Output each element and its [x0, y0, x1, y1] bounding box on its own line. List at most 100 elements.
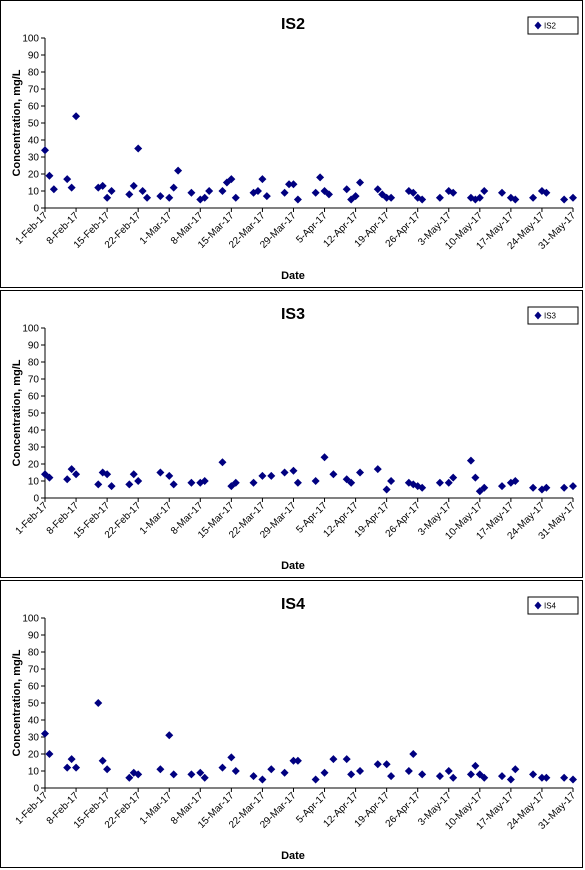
data-point — [253, 187, 262, 195]
data-point — [466, 770, 475, 779]
data-point — [67, 465, 76, 474]
legend-marker — [534, 311, 542, 320]
data-point — [480, 483, 489, 492]
data-point — [498, 772, 507, 781]
data-point — [404, 767, 413, 775]
data-point — [506, 775, 515, 784]
data-point — [41, 470, 49, 479]
y-tick-label: 10 — [28, 767, 40, 778]
data-point — [103, 193, 112, 202]
data-point — [218, 187, 227, 195]
data-point — [169, 770, 178, 779]
data-point — [560, 773, 569, 782]
data-point — [41, 146, 49, 155]
data-point — [356, 767, 365, 775]
y-tick-label: 50 — [28, 119, 40, 130]
data-point — [480, 187, 489, 195]
data-point — [511, 765, 520, 774]
legend-label: IS4 — [544, 602, 557, 611]
data-point — [169, 480, 178, 489]
data-point — [169, 183, 178, 192]
chart-is2: IS201020304050607080901001-Feb-178-Feb-1… — [11, 16, 579, 282]
y-tick-label: 30 — [28, 733, 40, 744]
data-point — [125, 480, 134, 489]
data-point — [129, 768, 138, 777]
data-point — [129, 470, 138, 479]
data-point — [98, 181, 107, 190]
x-tick-label: 1-Feb-17 — [14, 210, 51, 247]
y-axis-title: Concentration, mg/L — [11, 69, 23, 176]
x-axis-title: Date — [281, 560, 305, 572]
chart-is4: IS401020304050607080901001-Feb-178-Feb-1… — [11, 596, 579, 862]
y-tick-label: 50 — [28, 699, 40, 710]
data-point — [444, 478, 453, 487]
data-point — [560, 195, 569, 204]
data-point — [347, 770, 356, 779]
x-tick-label: 1-Mar-17 — [138, 500, 175, 537]
y-tick-label: 50 — [28, 409, 40, 420]
y-tick-label: 80 — [28, 68, 40, 79]
data-point — [63, 175, 72, 184]
data-point — [466, 456, 475, 465]
data-point — [258, 775, 267, 784]
data-point — [342, 185, 351, 194]
data-point — [129, 181, 138, 190]
y-tick-label: 10 — [28, 187, 40, 198]
data-point — [329, 470, 338, 479]
y-tick-label: 70 — [28, 375, 40, 386]
data-point — [498, 482, 507, 491]
data-point — [387, 477, 396, 485]
data-point — [409, 750, 418, 758]
chart-is3: IS301020304050607080901001-Feb-178-Feb-1… — [11, 306, 579, 572]
data-point — [187, 188, 196, 197]
x-tick-label: 1-Mar-17 — [138, 790, 175, 827]
data-point — [72, 763, 81, 772]
data-point — [165, 193, 174, 202]
y-tick-label: 20 — [28, 460, 40, 471]
chart-panel-is2: IS2 0 10 20 30 40 50 60 70 80 90 100 1-Feb-17 8-Feb-1… — [0, 0, 583, 288]
data-point — [187, 770, 196, 779]
data-point — [316, 173, 325, 182]
data-point — [280, 468, 289, 477]
data-point — [542, 483, 551, 492]
y-tick-label: 40 — [28, 136, 40, 147]
data-point — [356, 178, 365, 187]
data-point — [67, 183, 76, 192]
data-point — [373, 185, 382, 194]
chart-panel-is3: IS3 0 10 20 30 40 50 60 70 80 90 100 1-Feb-17 8-Feb-1… — [0, 290, 583, 578]
data-point — [311, 477, 320, 485]
data-point — [449, 773, 458, 782]
data-point — [72, 470, 81, 479]
data-point — [280, 188, 289, 197]
y-tick-label: 60 — [28, 392, 40, 403]
data-point — [529, 770, 538, 779]
data-point — [94, 480, 103, 489]
data-point — [218, 763, 227, 772]
y-tick-label: 40 — [28, 426, 40, 437]
data-point — [382, 485, 391, 494]
data-point — [471, 761, 480, 770]
data-point — [41, 729, 49, 738]
y-tick-label: 30 — [28, 153, 40, 164]
data-point — [134, 770, 143, 779]
data-point — [134, 477, 143, 485]
legend-label: IS3 — [544, 312, 557, 321]
data-point — [569, 775, 577, 784]
data-point — [542, 188, 551, 197]
data-point — [267, 765, 276, 774]
data-point — [293, 195, 302, 204]
data-point — [267, 471, 276, 480]
chart-title: IS4 — [281, 596, 305, 613]
data-point — [218, 458, 227, 467]
data-point — [449, 188, 458, 197]
data-point — [289, 756, 298, 765]
data-point — [285, 180, 294, 189]
data-point — [560, 483, 569, 492]
data-point — [435, 193, 444, 202]
data-point — [98, 756, 107, 765]
y-tick-label: 60 — [28, 682, 40, 693]
data-point — [165, 731, 174, 740]
data-point — [511, 477, 520, 485]
y-tick-label: 20 — [28, 750, 40, 761]
data-point — [156, 765, 165, 774]
